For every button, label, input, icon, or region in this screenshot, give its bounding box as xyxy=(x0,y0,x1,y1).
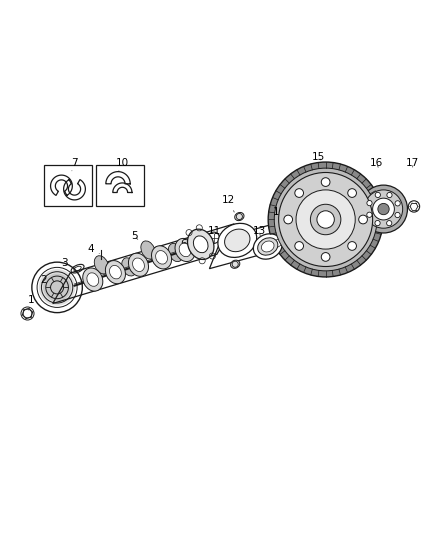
Ellipse shape xyxy=(179,243,191,257)
Circle shape xyxy=(364,190,403,228)
Ellipse shape xyxy=(141,241,155,259)
Ellipse shape xyxy=(261,241,274,252)
Ellipse shape xyxy=(230,260,240,268)
Ellipse shape xyxy=(122,258,136,276)
Ellipse shape xyxy=(110,265,121,279)
Ellipse shape xyxy=(168,244,183,262)
Text: 11: 11 xyxy=(208,226,221,236)
Ellipse shape xyxy=(175,238,195,262)
Circle shape xyxy=(375,221,380,225)
Circle shape xyxy=(295,189,304,197)
Text: 2: 2 xyxy=(41,276,50,286)
Circle shape xyxy=(348,241,357,251)
Circle shape xyxy=(378,204,389,215)
Text: 7: 7 xyxy=(71,158,78,171)
Circle shape xyxy=(387,192,392,198)
Ellipse shape xyxy=(106,261,125,284)
Circle shape xyxy=(39,269,75,305)
Circle shape xyxy=(296,190,355,249)
Ellipse shape xyxy=(83,268,103,291)
Circle shape xyxy=(373,198,394,220)
Ellipse shape xyxy=(133,258,145,271)
Circle shape xyxy=(359,215,367,224)
Ellipse shape xyxy=(235,213,244,221)
Circle shape xyxy=(295,241,304,251)
Text: 3: 3 xyxy=(61,258,75,268)
Circle shape xyxy=(274,168,377,271)
Text: 6: 6 xyxy=(180,239,187,249)
Circle shape xyxy=(367,212,372,217)
Circle shape xyxy=(321,253,330,261)
Ellipse shape xyxy=(218,223,257,257)
Bar xyxy=(96,165,144,206)
Circle shape xyxy=(321,177,330,187)
Circle shape xyxy=(280,220,287,228)
Text: 17: 17 xyxy=(406,158,419,168)
Circle shape xyxy=(317,211,334,228)
Ellipse shape xyxy=(128,253,148,276)
Circle shape xyxy=(268,162,383,277)
Ellipse shape xyxy=(258,238,278,255)
Circle shape xyxy=(279,173,373,266)
Ellipse shape xyxy=(152,246,172,269)
Text: 1: 1 xyxy=(28,295,34,310)
Circle shape xyxy=(360,185,407,233)
Circle shape xyxy=(367,200,372,206)
Ellipse shape xyxy=(187,229,214,260)
Ellipse shape xyxy=(253,234,282,259)
Ellipse shape xyxy=(87,273,99,286)
Text: 16: 16 xyxy=(370,158,383,168)
Circle shape xyxy=(311,204,341,235)
Text: 12: 12 xyxy=(222,196,235,212)
Bar xyxy=(44,165,92,206)
Ellipse shape xyxy=(155,251,167,264)
Circle shape xyxy=(284,215,293,224)
Text: 4: 4 xyxy=(87,244,99,254)
Ellipse shape xyxy=(225,229,250,252)
Text: 13: 13 xyxy=(252,226,266,236)
Text: 5: 5 xyxy=(131,231,138,241)
Circle shape xyxy=(179,243,185,249)
Circle shape xyxy=(387,221,392,226)
Text: 14: 14 xyxy=(273,207,286,217)
Circle shape xyxy=(395,201,400,206)
Ellipse shape xyxy=(194,236,208,253)
Text: 10: 10 xyxy=(116,158,129,171)
Circle shape xyxy=(43,273,71,301)
Ellipse shape xyxy=(94,256,109,274)
Circle shape xyxy=(348,189,357,197)
Circle shape xyxy=(375,192,381,198)
Circle shape xyxy=(395,212,400,217)
Text: 15: 15 xyxy=(311,152,325,162)
